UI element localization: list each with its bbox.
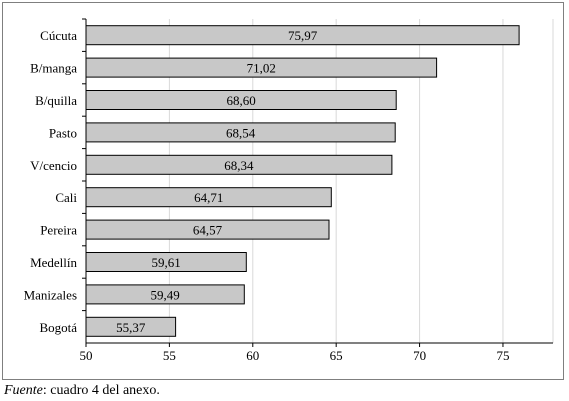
x-tick-label-4: 70: [413, 348, 426, 363]
category-label-0: Cúcuta: [40, 28, 77, 43]
bar-value-label-9: 55,37: [116, 320, 146, 335]
category-label-2: B/quilla: [35, 93, 77, 108]
category-label-7: Medellín: [30, 255, 77, 270]
x-tick-label-2: 60: [246, 348, 259, 363]
bar-value-label-4: 68,34: [224, 158, 254, 173]
bar-value-label-3: 68,54: [226, 125, 256, 140]
bar-value-label-0: 75,97: [288, 28, 318, 43]
category-label-9: Bogotá: [39, 320, 77, 335]
category-label-8: Manizales: [24, 287, 77, 302]
source-label: Fuente: [4, 383, 43, 398]
bar-value-label-6: 64,57: [193, 223, 223, 238]
bar-value-label-1: 71,02: [247, 61, 276, 76]
x-tick-label-1: 55: [163, 348, 176, 363]
category-label-6: Pereira: [40, 223, 77, 238]
bar-value-label-7: 59,61: [151, 255, 180, 270]
category-label-4: V/cencio: [30, 158, 77, 173]
x-tick-label-0: 50: [80, 348, 93, 363]
source-text: : cuadro 4 del anexo.: [42, 383, 160, 398]
x-tick-label-5: 75: [496, 348, 509, 363]
x-tick-label-3: 65: [330, 348, 343, 363]
category-label-3: Pasto: [49, 125, 77, 140]
category-label-1: B/manga: [30, 61, 77, 76]
source-note: Fuente: cuadro 4 del anexo.: [4, 383, 160, 399]
category-label-5: Cali: [55, 190, 77, 205]
bar-value-label-8: 59,49: [150, 287, 179, 302]
bar-value-label-2: 68,60: [226, 93, 255, 108]
bar-value-label-5: 64,71: [194, 190, 223, 205]
